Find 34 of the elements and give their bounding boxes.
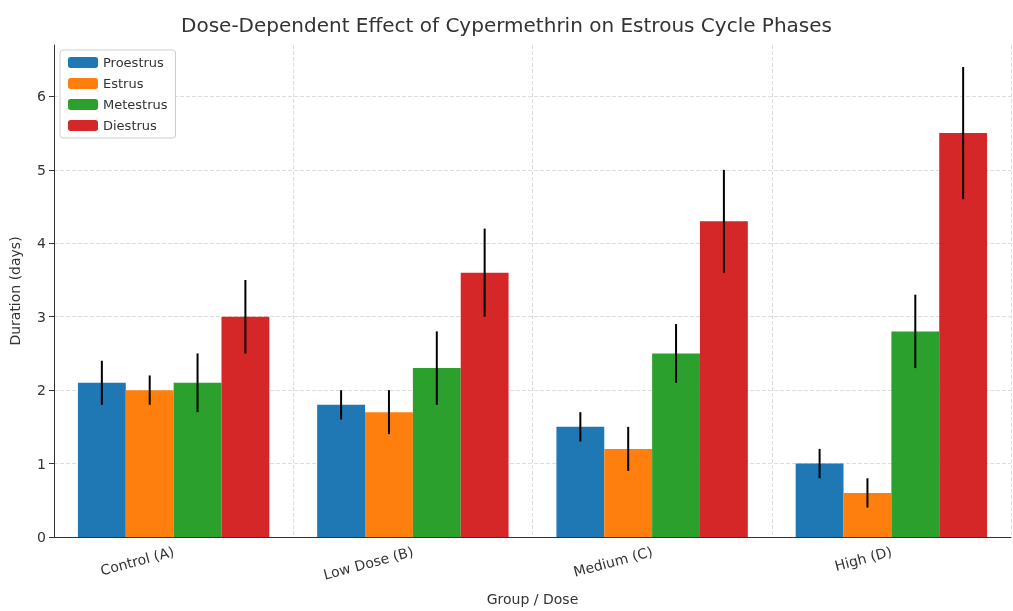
legend-label: Diestrus xyxy=(103,118,158,133)
bar xyxy=(556,426,605,537)
y-tick-label: 3 xyxy=(37,308,46,325)
x-tick-label: Control (A) xyxy=(98,543,176,579)
bar xyxy=(460,272,509,537)
bar xyxy=(939,133,988,537)
bar xyxy=(77,382,126,537)
chart-title: Dose-Dependent Effect of Cypermethrin on Estrous Cycle Phases xyxy=(181,13,832,37)
legend-label: Proestrus xyxy=(103,55,165,70)
x-axis-title: Group / Dose xyxy=(486,591,579,607)
bar xyxy=(604,448,653,537)
bar xyxy=(173,382,222,537)
legend-label: Estrus xyxy=(103,76,144,91)
bar xyxy=(221,316,270,537)
bar xyxy=(412,368,461,537)
bar xyxy=(365,412,413,537)
bar xyxy=(891,331,940,537)
bar xyxy=(125,390,174,537)
y-tick-label: 2 xyxy=(37,382,46,399)
bar xyxy=(699,221,748,537)
y-tick-label: 0 xyxy=(37,529,46,545)
legend-label: Metestrus xyxy=(103,97,168,112)
bar xyxy=(652,353,700,537)
y-tick-label: 6 xyxy=(37,88,47,105)
y-tick-label: 5 xyxy=(37,161,46,178)
y-tick-label: 1 xyxy=(37,455,46,472)
x-tick-label: Low Dose (B) xyxy=(321,543,415,583)
bar xyxy=(843,492,892,537)
bar xyxy=(317,404,366,537)
y-tick-label: 4 xyxy=(37,235,47,252)
bar xyxy=(795,463,844,537)
y-axis-title: Duration (days) xyxy=(7,236,23,346)
x-tick-label: High (D) xyxy=(832,543,894,574)
x-tick-label: Medium (C) xyxy=(571,543,655,580)
